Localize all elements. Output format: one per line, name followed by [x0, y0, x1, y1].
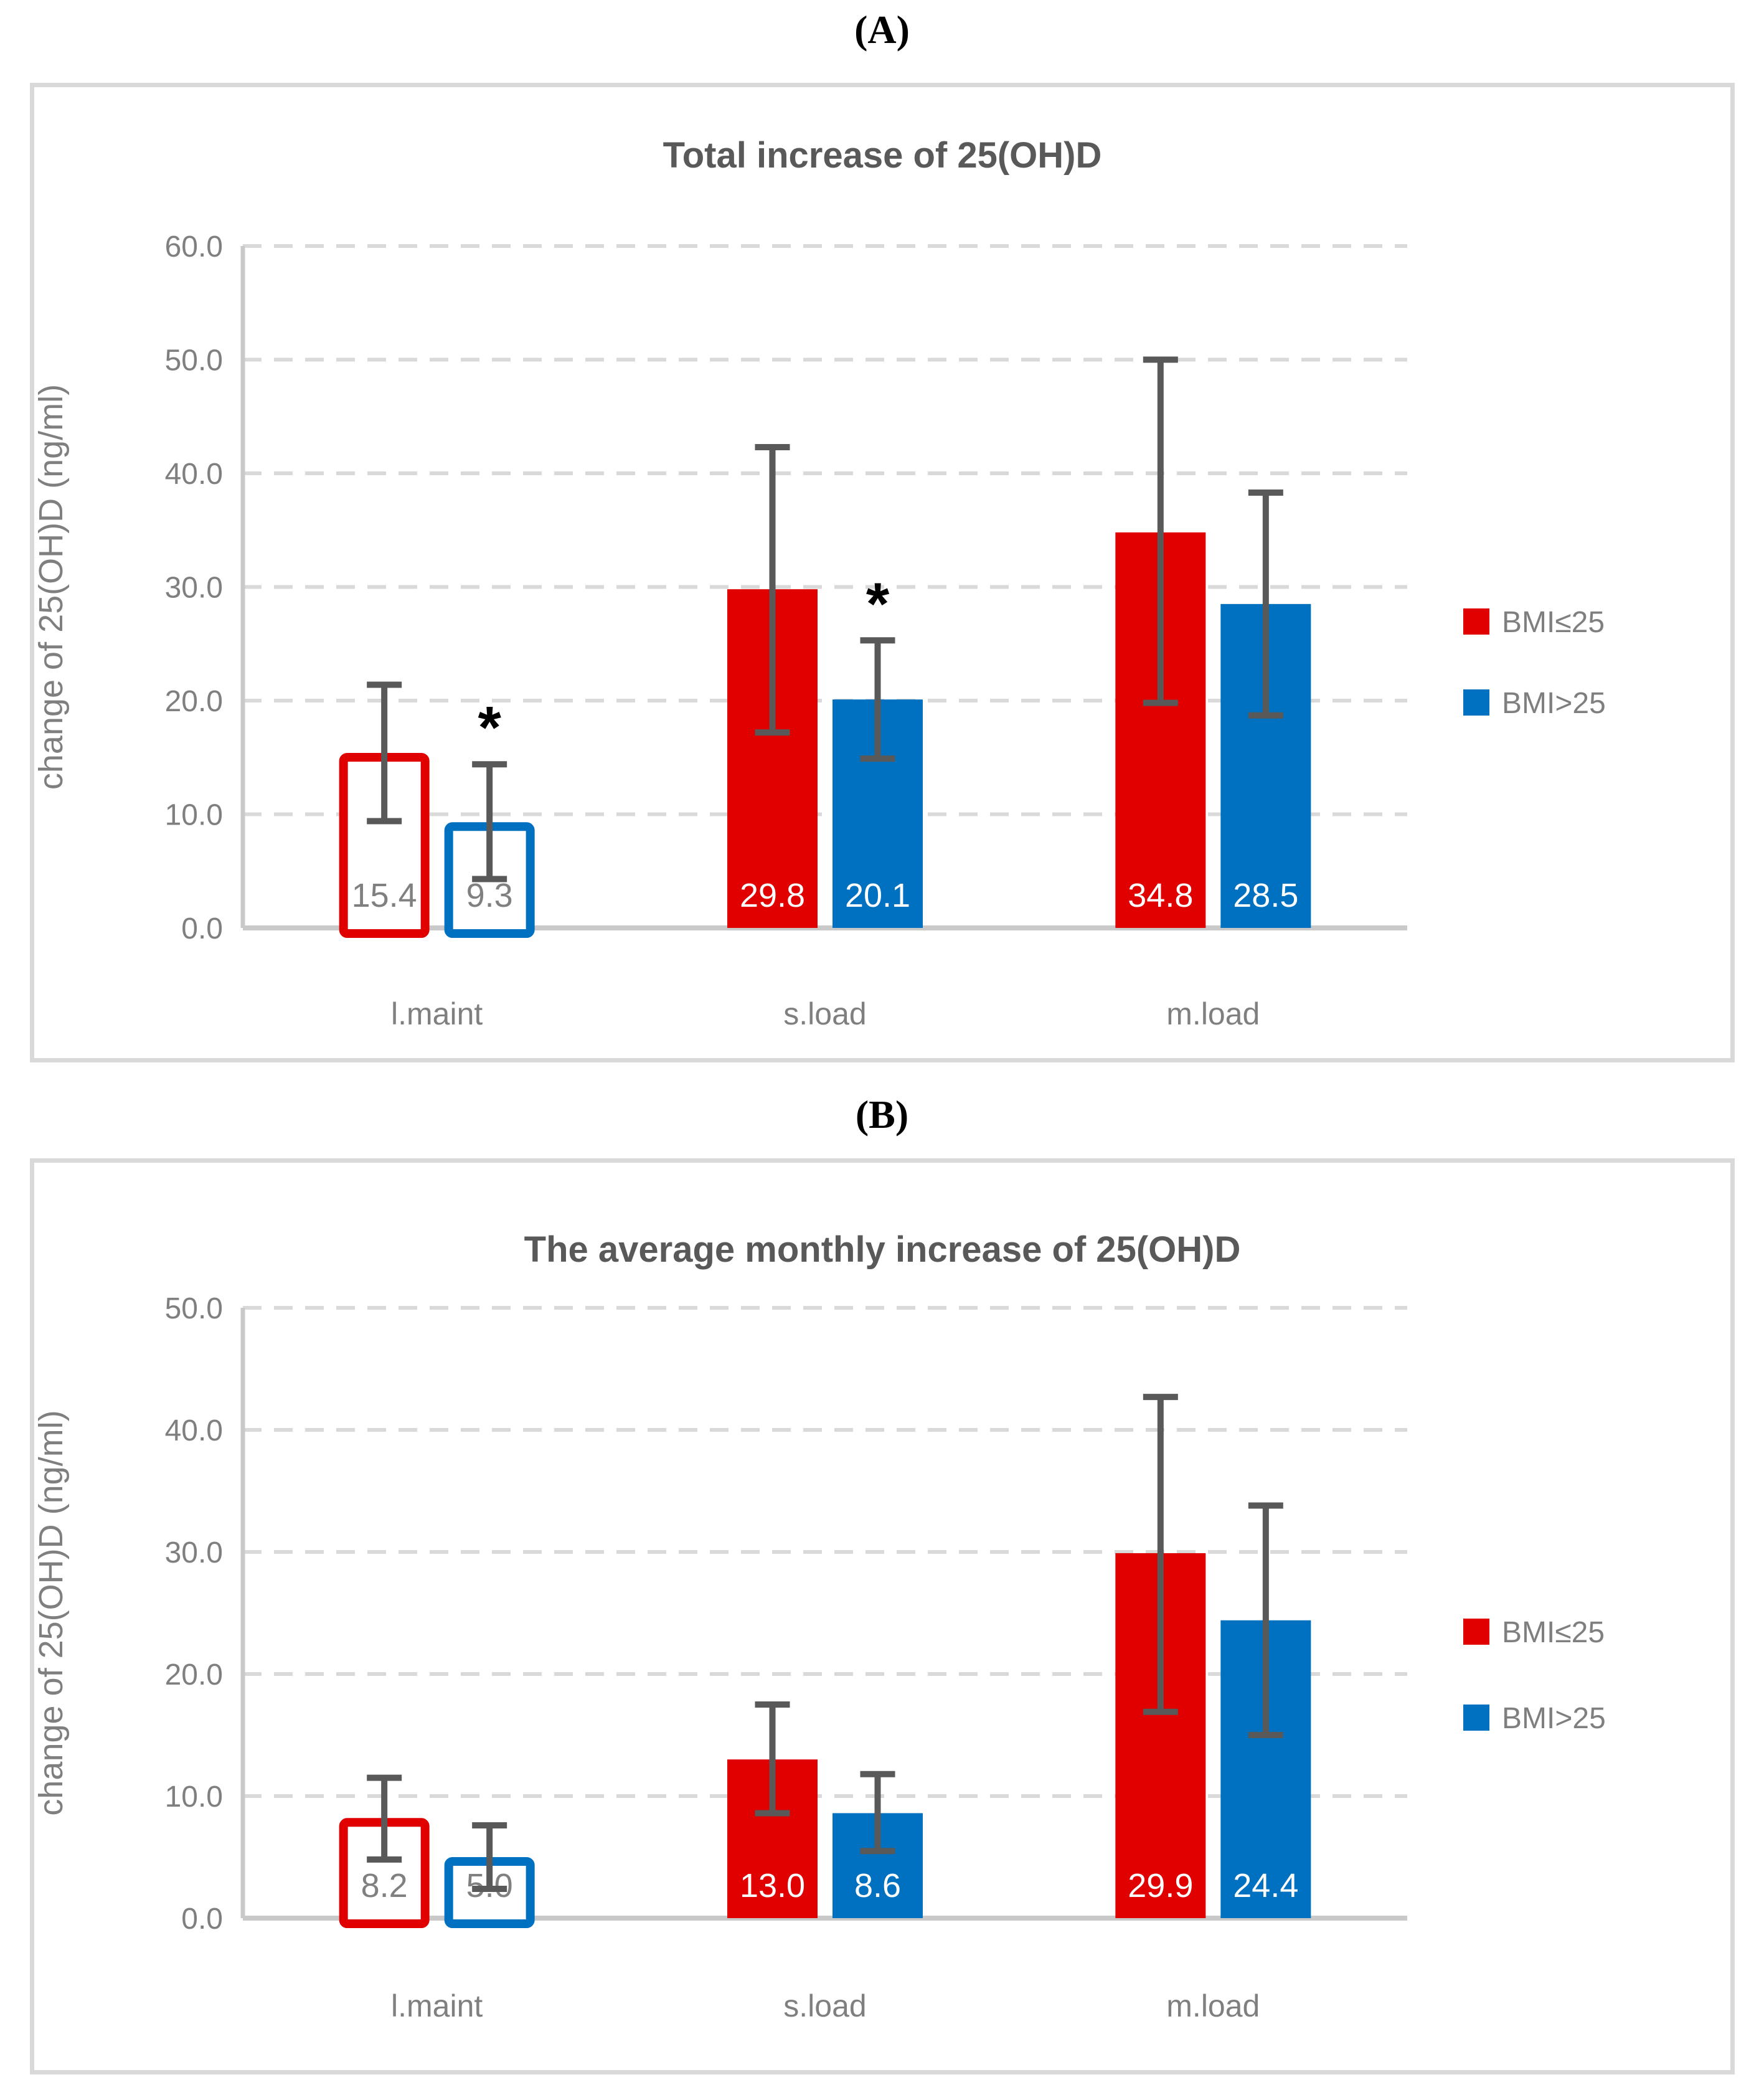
bar-value-label: 13.0	[740, 1867, 805, 1904]
y-axis-title: change of 25(OH)D (ng/ml)	[32, 1410, 70, 1815]
legend-swatch	[1463, 1705, 1489, 1731]
y-tick-label: 10.0	[165, 1781, 223, 1814]
section-label-a: (A)	[854, 7, 910, 52]
bar-value-label: 29.9	[1128, 1867, 1193, 1904]
section-label-b: (B)	[855, 1092, 909, 1137]
legend-swatch	[1463, 608, 1489, 635]
y-tick-label: 60.0	[165, 230, 223, 263]
y-tick-label: 40.0	[165, 1414, 223, 1447]
y-tick-label: 20.0	[165, 1658, 223, 1691]
panel-a-chart: 0.0 10.0 20.0 30.0 40.0 50.0 60.0 change of 25(…	[32, 230, 1606, 1031]
legend-label: BMI>25	[1502, 687, 1606, 720]
y-tick-label: 40.0	[165, 458, 223, 491]
panel-b-chart: 0.0 10.0 20.0 30.0 40.0 50.0 change of 25(OH)D…	[32, 1292, 1606, 2023]
legend-label: BMI≤25	[1502, 1616, 1605, 1649]
category-label: s.load	[783, 1989, 866, 2023]
y-tick-label: 0.0	[181, 912, 223, 945]
y-tick-label: 50.0	[165, 344, 223, 377]
bar-value-label: 9.3	[466, 877, 513, 914]
bar-value-label: 34.8	[1128, 877, 1193, 914]
y-tick-label: 30.0	[165, 1536, 223, 1569]
bar-value-label: 8.6	[854, 1867, 901, 1904]
category-label: m.load	[1166, 1989, 1260, 2023]
y-tick-label: 50.0	[165, 1292, 223, 1325]
panel-b-box	[30, 1158, 1735, 2074]
significance-asterisk: *	[478, 694, 501, 761]
category-label: s.load	[783, 996, 866, 1031]
y-axis-title: change of 25(OH)D (ng/ml)	[32, 384, 70, 790]
category-label: l.maint	[391, 996, 483, 1031]
y-tick-label: 20.0	[165, 685, 223, 718]
legend-label: BMI>25	[1502, 1702, 1606, 1735]
bar-value-label: 24.4	[1233, 1867, 1298, 1904]
y-tick-label: 10.0	[165, 799, 223, 832]
bar-value-label: 8.2	[361, 1867, 408, 1904]
y-tick-label: 0.0	[181, 1903, 223, 1936]
bar-value-label: 15.4	[352, 877, 417, 914]
category-label: l.maint	[391, 1989, 483, 2023]
bar-value-label: 20.1	[845, 877, 910, 914]
legend-swatch	[1463, 1619, 1489, 1645]
legend-swatch	[1463, 689, 1489, 716]
panel-b-title: The average monthly increase of 25(OH)D	[524, 1229, 1241, 1270]
legend-label: BMI≤25	[1502, 606, 1605, 639]
y-tick-label: 30.0	[165, 572, 223, 605]
bar-value-label: 28.5	[1233, 877, 1298, 914]
significance-asterisk: *	[866, 570, 890, 637]
bar-value-label: 29.8	[740, 877, 805, 914]
category-label: m.load	[1166, 996, 1260, 1031]
panel-a-title: Total increase of 25(OH)D	[663, 135, 1102, 176]
